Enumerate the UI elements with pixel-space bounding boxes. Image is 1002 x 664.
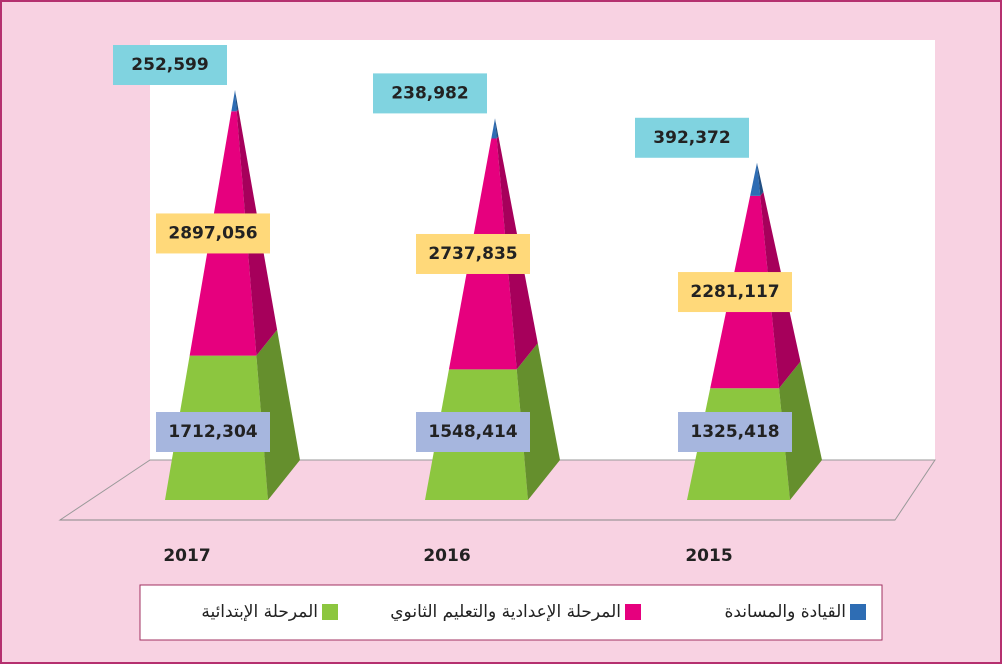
- data-label-box: [678, 272, 792, 313]
- data-label-box: [156, 412, 270, 452]
- data-label: 2897,056: [168, 223, 257, 243]
- x-tick-label: 2016: [423, 546, 470, 566]
- legend-label: المرحلة الإعدادية والتعليم الثانوي: [390, 602, 621, 622]
- legend-label: القيادة والمساندة: [724, 602, 846, 622]
- data-label: 2737,835: [428, 244, 517, 264]
- data-label-box: [113, 45, 227, 85]
- pyramid-side: [495, 118, 499, 139]
- legend-swatch: [322, 604, 338, 620]
- data-label-box: [678, 412, 792, 452]
- x-tick-label: 2017: [163, 546, 210, 566]
- pyramid-side: [235, 90, 239, 112]
- x-tick-label: 2015: [685, 546, 732, 566]
- pyramid-front: [231, 90, 237, 112]
- data-label-box: [635, 117, 749, 158]
- data-label: 252,599: [131, 55, 208, 75]
- data-label-box: [156, 213, 270, 254]
- data-label: 1712,304: [168, 422, 257, 442]
- data-label: 238,982: [391, 83, 468, 103]
- legend-swatch: [850, 604, 866, 620]
- pyramid-front: [750, 162, 761, 196]
- pyramid-front: [491, 118, 497, 139]
- legend-swatch: [625, 604, 641, 620]
- pyramid-side: [516, 343, 560, 500]
- pyramid-side: [757, 162, 764, 196]
- data-label: 1325,418: [690, 422, 779, 442]
- data-label-box: [416, 233, 530, 274]
- data-label: 392,372: [653, 128, 730, 148]
- legend-label: المرحلة الإبتدائية: [201, 602, 318, 622]
- data-label: 2281,117: [690, 282, 779, 302]
- data-label-box: [373, 73, 487, 114]
- legend: [139, 584, 883, 641]
- data-label-box: [416, 412, 530, 452]
- pyramid-side: [256, 329, 300, 500]
- pyramid-side: [779, 361, 822, 500]
- data-label: 1548,414: [428, 422, 517, 442]
